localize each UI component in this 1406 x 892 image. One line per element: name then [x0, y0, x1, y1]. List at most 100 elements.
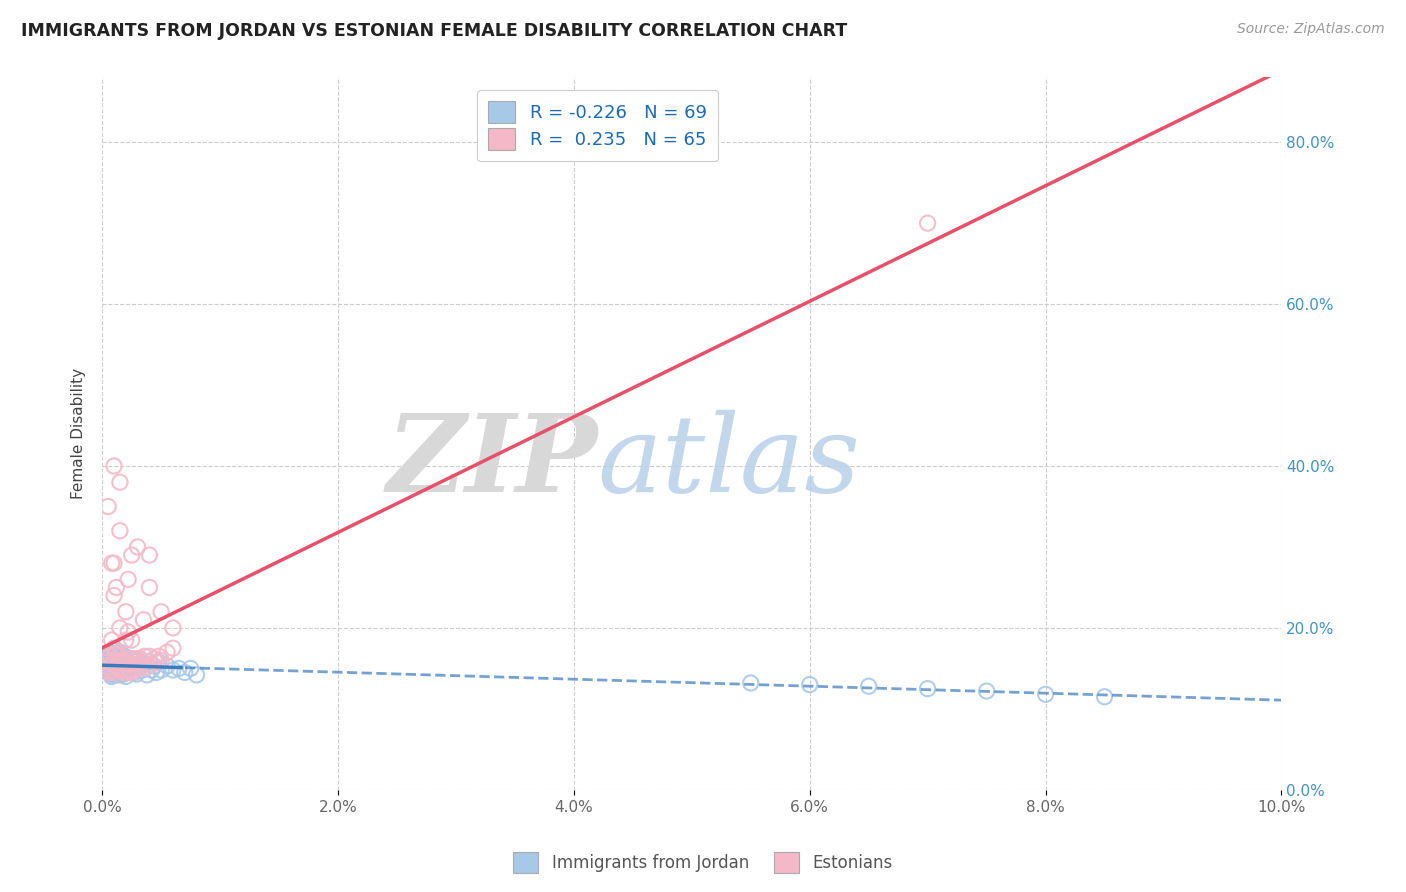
Point	[100, 669, 122, 683]
Point	[114, 605, 136, 619]
Point	[117, 624, 139, 639]
Point	[105, 647, 128, 661]
Point	[112, 655, 135, 669]
Point	[110, 663, 132, 677]
Point	[117, 657, 139, 672]
Point	[110, 666, 132, 681]
Point	[114, 663, 136, 677]
Point	[127, 657, 149, 672]
Point	[122, 657, 145, 672]
Point	[138, 649, 160, 664]
Legend: R = -0.226   N = 69, R =  0.235   N = 65: R = -0.226 N = 69, R = 0.235 N = 65	[478, 90, 717, 161]
Point	[150, 605, 173, 619]
Text: Source: ZipAtlas.com: Source: ZipAtlas.com	[1237, 22, 1385, 37]
Point	[93, 657, 115, 672]
Point	[101, 643, 124, 657]
Point	[114, 669, 136, 683]
Point	[121, 548, 143, 562]
Point	[107, 653, 129, 667]
Point	[128, 661, 150, 675]
Point	[105, 657, 128, 671]
Point	[150, 653, 173, 667]
Point	[94, 663, 117, 677]
Point	[124, 655, 146, 669]
Point	[141, 663, 163, 677]
Point	[132, 613, 155, 627]
Point	[121, 665, 143, 680]
Point	[120, 651, 142, 665]
Point	[1094, 690, 1116, 704]
Point	[100, 651, 122, 665]
Point	[103, 668, 125, 682]
Point	[117, 659, 139, 673]
Point	[118, 663, 141, 677]
Point	[114, 657, 136, 672]
Point	[107, 655, 129, 669]
Point	[94, 653, 117, 667]
Point	[121, 633, 143, 648]
Point	[101, 664, 124, 678]
Point	[98, 665, 121, 680]
Text: atlas: atlas	[598, 409, 860, 515]
Point	[108, 661, 131, 675]
Point	[107, 668, 129, 682]
Point	[162, 641, 184, 656]
Point	[117, 573, 139, 587]
Point	[100, 556, 122, 570]
Point	[131, 655, 153, 669]
Point	[114, 649, 136, 664]
Text: IMMIGRANTS FROM JORDAN VS ESTONIAN FEMALE DISABILITY CORRELATION CHART: IMMIGRANTS FROM JORDAN VS ESTONIAN FEMAL…	[21, 22, 848, 40]
Point	[122, 657, 145, 672]
Point	[127, 653, 149, 667]
Point	[125, 651, 148, 665]
Point	[100, 667, 122, 681]
Point	[121, 661, 143, 675]
Point	[129, 651, 152, 665]
Point	[156, 659, 179, 673]
Point	[108, 649, 131, 664]
Point	[108, 524, 131, 538]
Point	[111, 655, 134, 669]
Point	[167, 661, 190, 675]
Point	[107, 649, 129, 664]
Point	[114, 657, 136, 672]
Point	[107, 661, 129, 675]
Point	[96, 661, 118, 675]
Point	[180, 661, 202, 675]
Point	[143, 651, 166, 665]
Point	[134, 649, 156, 664]
Point	[141, 657, 163, 672]
Point	[112, 667, 135, 681]
Point	[108, 475, 131, 490]
Point	[145, 655, 167, 669]
Text: ZIP: ZIP	[387, 409, 598, 516]
Point	[136, 668, 159, 682]
Point	[103, 589, 125, 603]
Point	[125, 667, 148, 681]
Legend: Immigrants from Jordan, Estonians: Immigrants from Jordan, Estonians	[506, 846, 900, 880]
Point	[976, 684, 998, 698]
Point	[138, 548, 160, 562]
Point	[131, 663, 153, 677]
Point	[97, 500, 120, 514]
Point	[122, 653, 145, 667]
Point	[138, 655, 160, 669]
Point	[100, 657, 122, 672]
Point	[143, 659, 166, 673]
Point	[105, 581, 128, 595]
Point	[162, 663, 184, 677]
Point	[105, 665, 128, 680]
Point	[156, 645, 179, 659]
Point	[103, 641, 125, 656]
Point	[101, 657, 124, 672]
Point	[112, 665, 135, 680]
Point	[103, 653, 125, 667]
Point	[122, 665, 145, 680]
Point	[104, 651, 127, 665]
Point	[136, 660, 159, 674]
Point	[118, 663, 141, 677]
Point	[145, 665, 167, 680]
Point	[186, 668, 208, 682]
Point	[103, 458, 125, 473]
Point	[111, 662, 134, 676]
